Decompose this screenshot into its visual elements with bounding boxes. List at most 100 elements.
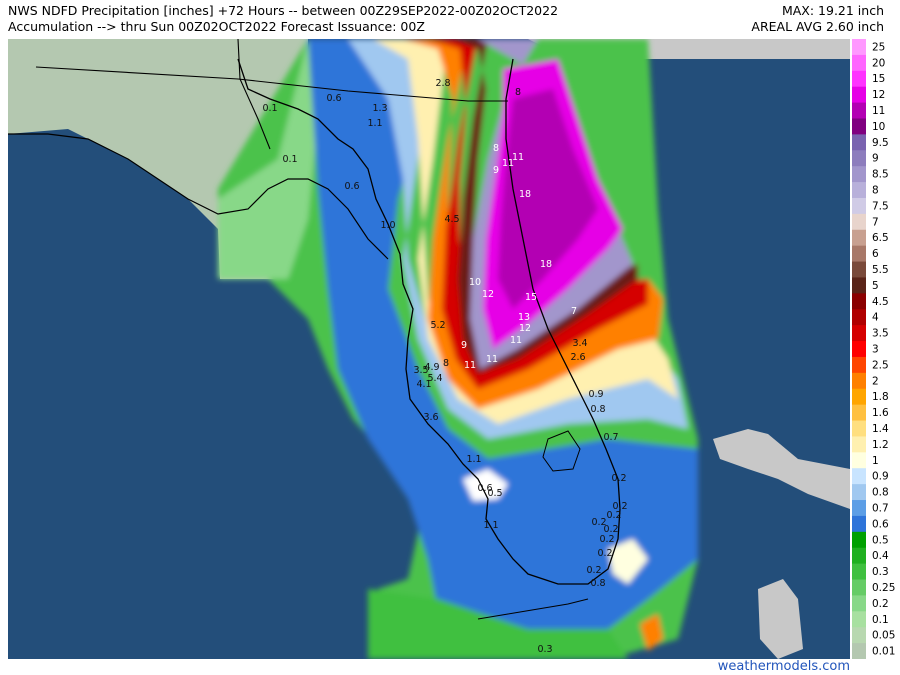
map-value-label: 0.8: [590, 578, 605, 589]
legend-swatch: [852, 341, 866, 358]
legend-label: 0.9: [872, 471, 889, 483]
legend-swatch: [852, 245, 866, 263]
legend-label: 1.4: [872, 423, 889, 435]
legend-label: 0.4: [872, 550, 889, 562]
legend-label: 20: [872, 57, 885, 69]
legend-label: 5: [872, 280, 879, 292]
land-cuba-bahamas: [713, 429, 850, 509]
legend-swatch: [852, 277, 866, 294]
legend-label: 9.5: [872, 137, 889, 149]
map-value-label: 1.1: [466, 454, 481, 465]
legend-label: 0.25: [872, 582, 895, 594]
legend-swatch: [852, 627, 866, 644]
legend-swatch: [852, 372, 866, 390]
header-title-line1: NWS NDFD Precipitation [inches] +72 Hour…: [8, 3, 559, 18]
legend-label: 8: [872, 185, 879, 197]
legend-swatch: [852, 166, 866, 183]
map-value-label: 5.2: [430, 320, 445, 331]
map-value-label: 0.9: [588, 389, 603, 400]
map-value-label: 1.1: [483, 520, 498, 531]
map-value-label: 0.6: [326, 93, 341, 104]
legend-label: 1.6: [872, 407, 889, 419]
precipitation-map: 2.880.10.61.31.180.1 111190.6181.04.51810…: [8, 39, 850, 659]
florida-panhandle-coast: [8, 133, 389, 260]
map-value-label: 1.0: [380, 220, 395, 231]
legend-label: 1.2: [872, 439, 889, 451]
map-value-label: 1.1: [367, 118, 382, 129]
land-island-southeast: [758, 579, 803, 659]
legend-swatch: [852, 484, 866, 501]
legend-swatch: [852, 118, 866, 135]
legend-label: 8.5: [872, 169, 889, 181]
map-value-label: 0.5: [487, 488, 502, 499]
lake-okeechobee: [542, 430, 581, 472]
legend-swatch: [852, 102, 866, 119]
legend-label: 0.2: [872, 598, 889, 610]
florida-keys: [477, 598, 589, 620]
map-value-label: 5.4: [427, 373, 442, 384]
map-value-label: 11: [512, 152, 524, 163]
precip-band-blue: [308, 39, 698, 639]
legend-entries: 2520151211109.598.587.576.565.554.543.53…: [852, 39, 895, 659]
legend-label: 3: [872, 343, 879, 355]
map-value-label: 9: [461, 340, 467, 351]
legend-label: 25: [872, 41, 885, 53]
map-value-label: 0.2: [606, 510, 621, 521]
map-value-label: 7: [571, 306, 577, 317]
legend-swatch: [852, 515, 866, 533]
legend-label: 4: [872, 312, 879, 324]
legend-swatch: [852, 452, 866, 469]
legend-label: 3.5: [872, 328, 889, 340]
map-value-label: 3.4: [572, 338, 587, 349]
map-value-label: 9: [493, 165, 499, 176]
legend-swatch: [852, 579, 866, 596]
header-title-line2: Accumulation --> thru Sun 00Z02OCT2022 F…: [8, 19, 425, 34]
legend-label: 4.5: [872, 296, 889, 308]
legend-swatch: [852, 595, 866, 612]
legend-swatch: [852, 134, 866, 151]
map-value-label: 0.2: [591, 517, 606, 528]
legend-label: 0.3: [872, 566, 889, 578]
map-value-label: 11: [510, 335, 522, 346]
state-border-georgia: [35, 66, 508, 102]
map-value-label: 0.6: [477, 483, 492, 494]
legend-swatch: [852, 531, 866, 549]
legend-swatch: [852, 563, 866, 581]
legend-swatch: [852, 70, 866, 88]
legend-swatch: [852, 182, 866, 199]
legend-swatch: [852, 325, 866, 342]
legend-swatch: [852, 500, 866, 517]
legend-swatch: [852, 229, 866, 247]
map-value-label: 15: [525, 292, 537, 303]
map-value-label: 10: [469, 277, 481, 288]
legend-swatch: [852, 86, 866, 104]
precip-spot-white-east: [608, 539, 648, 584]
legend-swatch: [852, 404, 866, 422]
map-value-label: 18: [519, 189, 531, 200]
legend-label: 1: [872, 455, 879, 467]
legend-label: 7: [872, 216, 879, 228]
map-value-label: 3.5: [413, 365, 428, 376]
legend-label: 15: [872, 73, 885, 85]
legend-swatch: [852, 309, 866, 326]
legend-label: 0.6: [872, 518, 889, 530]
header-areal-average: AREAL AVG 2.60 inch: [751, 19, 884, 34]
map-value-label: 18: [540, 259, 552, 270]
map-value-label: 0.2: [586, 565, 601, 576]
legend-swatch: [852, 436, 866, 453]
florida-coastline: [237, 58, 621, 585]
map-value-label: 0.2: [603, 524, 618, 535]
legend-swatch: [852, 611, 866, 628]
map-value-label: 0.8: [590, 404, 605, 415]
map-value-label: 11: [464, 360, 476, 371]
map-value-label: 2.6: [570, 352, 585, 363]
legend-label: 12: [872, 89, 885, 101]
legend-label: 6: [872, 248, 879, 260]
map-value-label: 0.2: [611, 473, 626, 484]
legend-label: 1.8: [872, 391, 889, 403]
map-value-label: 0.1: [262, 103, 277, 114]
legend-swatch: [852, 420, 866, 437]
map-value-label: 4.5: [444, 214, 459, 225]
map-value-label: 12: [519, 323, 531, 334]
map-value-label: 0.2: [597, 548, 612, 559]
